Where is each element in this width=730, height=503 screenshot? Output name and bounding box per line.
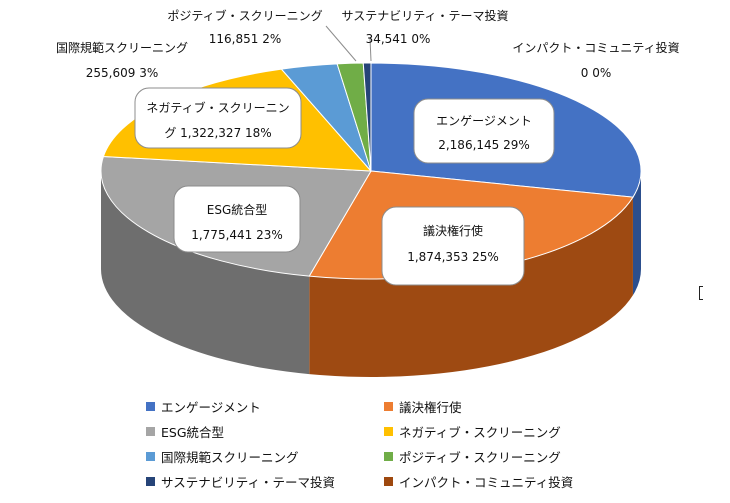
legend-swatch bbox=[384, 476, 393, 486]
data-label-2: ESG統合型 1,775,441 23% bbox=[173, 185, 301, 253]
data-labels: エンゲージメント 2,186,145 29% 議決権行使 1,874,353 25% E… bbox=[56, 8, 680, 286]
legend-swatch bbox=[146, 401, 155, 411]
legend-item-1: 議決権行使 bbox=[384, 396, 622, 416]
data-label-3: ネガティブ・スクリーニング 1,322,327 18% bbox=[134, 87, 302, 149]
legend-item-3: ネガティブ・スクリーニング bbox=[384, 421, 622, 441]
data-label-name: エンゲージメント bbox=[436, 114, 532, 128]
data-label-value: 1,874,353 25% bbox=[407, 250, 499, 264]
data-label-1: 議決権行使 1,874,353 25% bbox=[381, 206, 525, 286]
data-label-value: 255,609 3% bbox=[86, 66, 158, 80]
legend-item-4: 国際規範スクリーニング bbox=[146, 446, 384, 466]
legend-label: ESG統合型 bbox=[161, 424, 225, 440]
data-label-value: 116,851 2% bbox=[209, 32, 281, 46]
data-label-name-line1: ネガティブ・スクリーニン bbox=[146, 100, 289, 115]
text-cursor bbox=[699, 286, 703, 300]
legend-item-2: ESG統合型 bbox=[146, 421, 384, 441]
legend-swatch bbox=[146, 451, 155, 461]
legend-item-7: インパクト・コミュニティ投資 bbox=[384, 471, 622, 491]
data-label-7: インパクト・コミュニティ投資 0 0% bbox=[512, 40, 679, 80]
data-label-name: ESG統合型 bbox=[207, 202, 268, 217]
legend-swatch bbox=[146, 476, 155, 486]
leader-line-sustainability bbox=[369, 37, 372, 62]
legend-label: 議決権行使 bbox=[399, 399, 462, 415]
slice-side-2 bbox=[101, 171, 310, 375]
data-label-name: 議決権行使 bbox=[423, 223, 483, 238]
legend-label: インパクト・コミュニティ投資 bbox=[399, 474, 574, 490]
data-label-0: エンゲージメント 2,186,145 29% bbox=[413, 98, 555, 164]
legend-item-5: ポジティブ・スクリーニング bbox=[384, 446, 622, 466]
data-label-value: 34,541 0% bbox=[366, 32, 431, 46]
data-label-name: 国際規範スクリーニング bbox=[56, 40, 188, 55]
leader-line-positive bbox=[325, 25, 357, 62]
leader-lines bbox=[325, 25, 372, 62]
slice-side-1 bbox=[309, 197, 633, 378]
data-label-name: インパクト・コミュニティ投資 bbox=[512, 40, 679, 55]
legend: エンゲージメント 議決権行使 ESG統合型 ネガティブ・スクリーニング国際規範スクリー… bbox=[146, 396, 626, 491]
slice-side-0 bbox=[632, 171, 641, 296]
data-label-name: ポジティブ・スクリーニング bbox=[167, 8, 322, 23]
legend-label: エンゲージメント bbox=[161, 399, 261, 415]
data-label-4: 国際規範スクリーニング 255,609 3% bbox=[56, 40, 188, 80]
data-label-value: 2,186,145 29% bbox=[438, 138, 530, 152]
legend-label: サステナビリティ・テーマ投資 bbox=[161, 474, 336, 490]
legend-swatch bbox=[146, 426, 155, 436]
pie-slice-6 bbox=[362, 62, 372, 172]
data-label-5: ポジティブ・スクリーニング 116,851 2% bbox=[167, 8, 322, 46]
data-label-name: サステナビリティ・テーマ投資 bbox=[341, 8, 508, 23]
legend-item-0: エンゲージメント bbox=[146, 396, 384, 416]
data-label-value: 0 0% bbox=[581, 66, 612, 80]
data-label-6: サステナビリティ・テーマ投資 34,541 0% bbox=[341, 8, 508, 46]
legend-label: 国際規範スクリーニング bbox=[161, 449, 299, 465]
data-label-value: 1,775,441 23% bbox=[191, 228, 283, 242]
data-label-name-value: グ 1,322,327 18% bbox=[164, 126, 271, 140]
legend-label: ネガティブ・スクリーニング bbox=[399, 424, 561, 440]
legend-swatch bbox=[384, 426, 393, 436]
pie-side-walls bbox=[101, 171, 641, 378]
legend-label: ポジティブ・スクリーニング bbox=[399, 449, 561, 465]
legend-item-6: サステナビリティ・テーマ投資 bbox=[146, 471, 384, 491]
legend-swatch bbox=[384, 401, 393, 411]
legend-swatch bbox=[384, 451, 393, 461]
